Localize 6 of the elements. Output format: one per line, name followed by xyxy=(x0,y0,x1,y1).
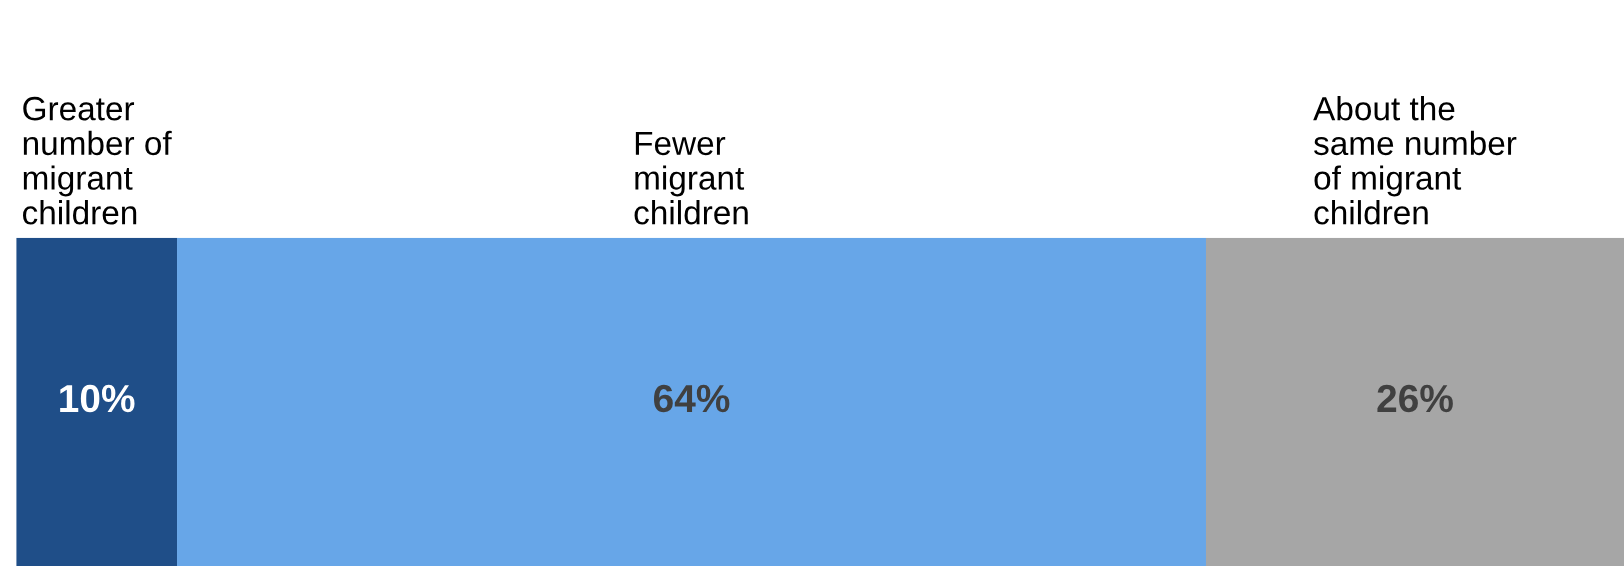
data-label: 64% xyxy=(654,384,730,413)
series-label: Greater number of migrant children xyxy=(23,96,172,225)
data-label: 26% xyxy=(1377,384,1453,413)
data-label: 10% xyxy=(60,384,135,413)
series-label: About the same number of migrant children xyxy=(1313,95,1517,225)
series-label: Fewer migrant children xyxy=(634,131,748,225)
